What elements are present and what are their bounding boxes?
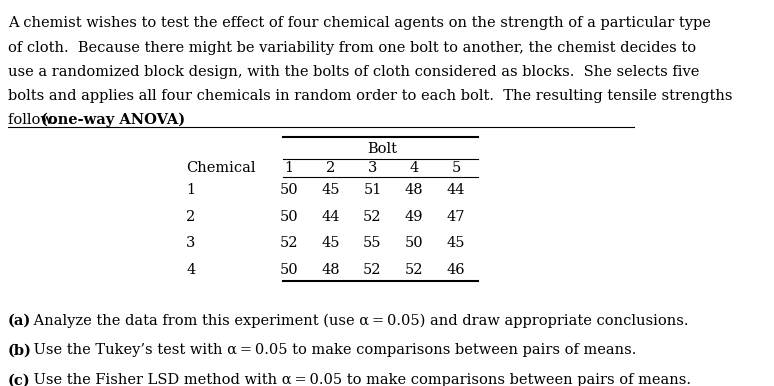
Text: 50: 50 [405, 236, 423, 250]
Text: 2: 2 [326, 161, 335, 175]
Text: (c): (c) [8, 373, 30, 386]
Text: of cloth.  Because there might be variability from one bolt to another, the chem: of cloth. Because there might be variabi… [8, 41, 696, 54]
Text: 4: 4 [409, 161, 419, 175]
Text: 50: 50 [279, 263, 298, 277]
Text: 3: 3 [187, 236, 196, 250]
Text: 44: 44 [321, 210, 340, 223]
Text: 47: 47 [447, 210, 465, 223]
Text: (a): (a) [8, 313, 31, 327]
Text: follow.: follow. [8, 113, 65, 127]
Text: 50: 50 [279, 183, 298, 197]
Text: 48: 48 [405, 183, 423, 197]
Text: 1: 1 [284, 161, 293, 175]
Text: 48: 48 [321, 263, 340, 277]
Text: Bolt: Bolt [368, 142, 398, 156]
Text: 52: 52 [363, 210, 382, 223]
Text: 45: 45 [321, 236, 340, 250]
Text: Use the Tukey’s test with α = 0.05 to make comparisons between pairs of means.: Use the Tukey’s test with α = 0.05 to ma… [29, 344, 636, 357]
Text: A chemist wishes to test the effect of four chemical agents on the strength of a: A chemist wishes to test the effect of f… [8, 17, 711, 30]
Text: 4: 4 [187, 263, 196, 277]
Text: 51: 51 [363, 183, 382, 197]
Text: 45: 45 [321, 183, 340, 197]
Text: bolts and applies all four chemicals in random order to each bolt.  The resultin: bolts and applies all four chemicals in … [8, 89, 732, 103]
Text: (one-way ANOVA): (one-way ANOVA) [41, 113, 185, 127]
Text: 2: 2 [187, 210, 196, 223]
Text: 3: 3 [368, 161, 377, 175]
Text: 45: 45 [447, 236, 465, 250]
Text: 49: 49 [405, 210, 423, 223]
Text: 52: 52 [279, 236, 298, 250]
Text: Analyze the data from this experiment (use α = 0.05) and draw appropriate conclu: Analyze the data from this experiment (u… [29, 313, 688, 328]
Text: 55: 55 [363, 236, 382, 250]
Text: use a randomized block design, with the bolts of cloth considered as blocks.  Sh: use a randomized block design, with the … [8, 65, 699, 79]
Text: Use the Fisher LSD method with α = 0.05 to make comparisons between pairs of mea: Use the Fisher LSD method with α = 0.05 … [29, 373, 691, 386]
Text: 5: 5 [451, 161, 461, 175]
Text: 46: 46 [447, 263, 465, 277]
Text: 52: 52 [363, 263, 382, 277]
Text: 1: 1 [187, 183, 195, 197]
Text: Chemical: Chemical [187, 161, 255, 175]
Text: (b): (b) [8, 344, 32, 357]
Text: 50: 50 [279, 210, 298, 223]
Text: 44: 44 [447, 183, 465, 197]
Text: 52: 52 [405, 263, 423, 277]
